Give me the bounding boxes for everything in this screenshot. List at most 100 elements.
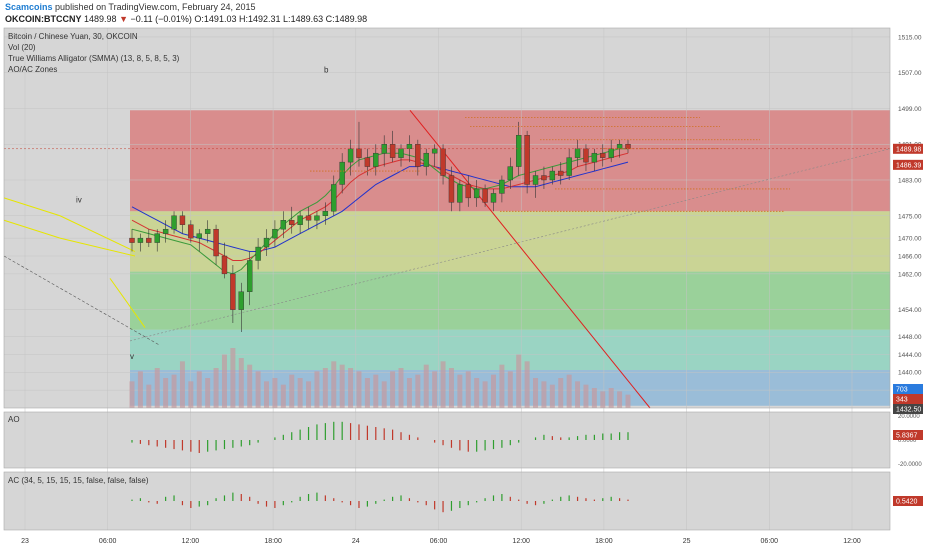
- volume-bar: [163, 378, 169, 408]
- ac-label: AC (34, 5, 15, 15, 15, false, false, fal…: [8, 476, 149, 485]
- price-badge: [893, 404, 923, 414]
- volume-bar: [297, 378, 303, 408]
- chart-canvas[interactable]: 23 06:00 12:00 18:00 24 06:00 12:00 18:00 25 06:0…: [0, 26, 932, 550]
- candle-body: [221, 255, 228, 275]
- volume-bar: [272, 378, 278, 408]
- candle-body: [314, 215, 320, 221]
- volume-bar: [583, 384, 589, 408]
- y-tick-label: 1475.00: [898, 213, 922, 220]
- candle-body: [583, 148, 589, 163]
- legend-vol: Vol (20): [8, 43, 36, 52]
- volume-bar: [591, 388, 597, 408]
- fib-zone: [130, 271, 890, 330]
- price-badge-label: 1432.50: [896, 407, 921, 414]
- volume-bar: [541, 381, 547, 408]
- candle-body: [558, 170, 564, 176]
- candle-body: [423, 152, 429, 167]
- low-value: 1489.63: [290, 14, 324, 24]
- low-label: L:: [283, 14, 291, 24]
- ac-badge-label: 0.5420: [896, 499, 918, 506]
- candle-body: [473, 188, 480, 199]
- volume-bar: [238, 358, 244, 408]
- volume-bar: [448, 368, 454, 408]
- candle-body: [213, 228, 219, 257]
- volume-bar: [322, 368, 328, 408]
- candle-body: [238, 291, 244, 310]
- candle-body: [490, 193, 497, 203]
- volume-bar: [171, 374, 177, 408]
- candle-body: [406, 144, 413, 149]
- volume-bar: [179, 361, 185, 408]
- ao-tick-label: 0.0000: [898, 438, 917, 444]
- price-badge-label: 1489.98: [896, 146, 921, 153]
- candle-body: [389, 144, 396, 158]
- volume-bar: [558, 378, 564, 408]
- candle-body: [499, 179, 505, 194]
- candle-body: [272, 228, 278, 239]
- header: Scamcoins published on TradingView.com, …: [0, 0, 932, 26]
- x-tick-label: 24: [352, 538, 360, 545]
- open-value: 1491.03: [203, 14, 237, 24]
- candle-body: [230, 273, 236, 310]
- volume-bar: [247, 364, 253, 408]
- volume-bar: [196, 371, 202, 408]
- volume-bar: [339, 364, 345, 408]
- symbol: OKCOIN:BTCCNY: [5, 14, 82, 24]
- volume-bar: [432, 371, 438, 408]
- volume-bar: [255, 371, 261, 408]
- x-tick-label: 06:00: [430, 538, 448, 545]
- close-label: C:: [325, 14, 335, 24]
- volume-bar: [381, 381, 387, 408]
- publish-text: published on TradingView.com, February 2…: [55, 2, 256, 12]
- wave-label-b: b: [324, 66, 329, 75]
- candle-body: [364, 157, 371, 167]
- volume-bar: [608, 388, 614, 408]
- volume-bar: [289, 374, 295, 408]
- y-tick-label: 1499.00: [898, 106, 922, 113]
- y-tick-label: 1515.00: [898, 34, 922, 41]
- price-badge-label: 703: [896, 387, 908, 394]
- ac-badge: [893, 496, 923, 506]
- x-tick-label: 06:00: [761, 538, 779, 545]
- ao-tick-label: 20.0000: [898, 414, 920, 420]
- x-tick-label: 06:00: [99, 538, 117, 545]
- y-tick-label: 1462.00: [898, 271, 922, 278]
- candle-body: [482, 188, 488, 203]
- volume-bar: [213, 368, 219, 408]
- candle-body: [305, 215, 312, 221]
- author-link[interactable]: Scamcoins: [5, 2, 53, 12]
- candle-body: [373, 152, 379, 167]
- volume-bar: [280, 384, 286, 408]
- ohlc-line: OKCOIN:BTCCNY 1489.98 ▼ −0.11 (−0.01%) O…: [5, 14, 367, 24]
- alligator-lips-line: [131, 148, 628, 275]
- volume-bar: [205, 378, 211, 408]
- candle-body: [179, 215, 186, 225]
- volume-bar: [264, 381, 270, 408]
- volume-bar: [482, 381, 488, 408]
- candle-body: [608, 148, 614, 158]
- ao-tick-label: -20.0000: [898, 462, 922, 468]
- x-tick-label: 25: [683, 538, 691, 545]
- legend-title: Bitcoin / Chinese Yuan, 30, OKCOIN: [8, 32, 138, 41]
- panel-border: [3, 471, 891, 531]
- open-label: O:: [194, 14, 204, 24]
- legend-zones: AO/AC Zones: [8, 65, 58, 74]
- candle-body: [574, 148, 581, 158]
- price-badge-label: 1486.39: [896, 162, 921, 169]
- volume-bar: [398, 368, 404, 408]
- red-trend-line: [409, 109, 651, 409]
- volume-bar: [440, 361, 446, 408]
- volume-bar: [600, 391, 606, 408]
- volume-bar: [524, 361, 530, 408]
- candle-body: [137, 237, 144, 243]
- volume-bar: [533, 378, 539, 408]
- volume-bar: [129, 381, 135, 408]
- candle-body: [524, 135, 530, 185]
- volume-bar: [575, 381, 581, 408]
- price-badge: [893, 159, 923, 170]
- volume-bar: [474, 378, 480, 408]
- last-price: 1489.98: [84, 14, 117, 24]
- candle-body: [431, 148, 438, 154]
- candle-body: [188, 224, 194, 239]
- volume-bar: [507, 371, 513, 408]
